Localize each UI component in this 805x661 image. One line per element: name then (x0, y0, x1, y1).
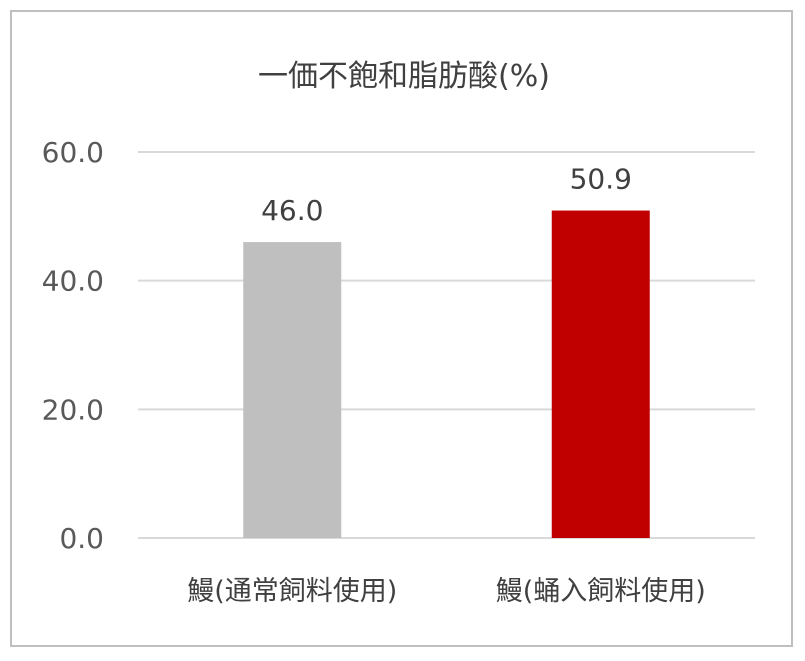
category-labels: 鰻(通常飼料使用) 鰻(蛹入飼料使用) (187, 576, 706, 607)
data-label: 50.9 (570, 163, 632, 196)
y-tick-label: 0.0 (59, 522, 104, 555)
data-label: 46.0 (261, 194, 323, 227)
data-labels: 46.0 50.9 (261, 163, 632, 228)
y-axis-ticks: 0.0 20.0 40.0 60.0 (42, 136, 104, 555)
category-label: 鰻(蛹入飼料使用) (496, 576, 706, 607)
bar (243, 242, 342, 539)
gridlines (138, 151, 755, 539)
y-tick-label: 40.0 (42, 265, 104, 298)
y-tick-label: 60.0 (42, 136, 104, 169)
chart-title: 一価不飽和脂肪酸(%) (258, 59, 550, 94)
bars (243, 210, 650, 539)
chart-frame (10, 10, 793, 647)
bar (551, 210, 650, 538)
y-tick-label: 20.0 (42, 393, 104, 426)
category-label: 鰻(通常飼料使用) (187, 576, 397, 607)
